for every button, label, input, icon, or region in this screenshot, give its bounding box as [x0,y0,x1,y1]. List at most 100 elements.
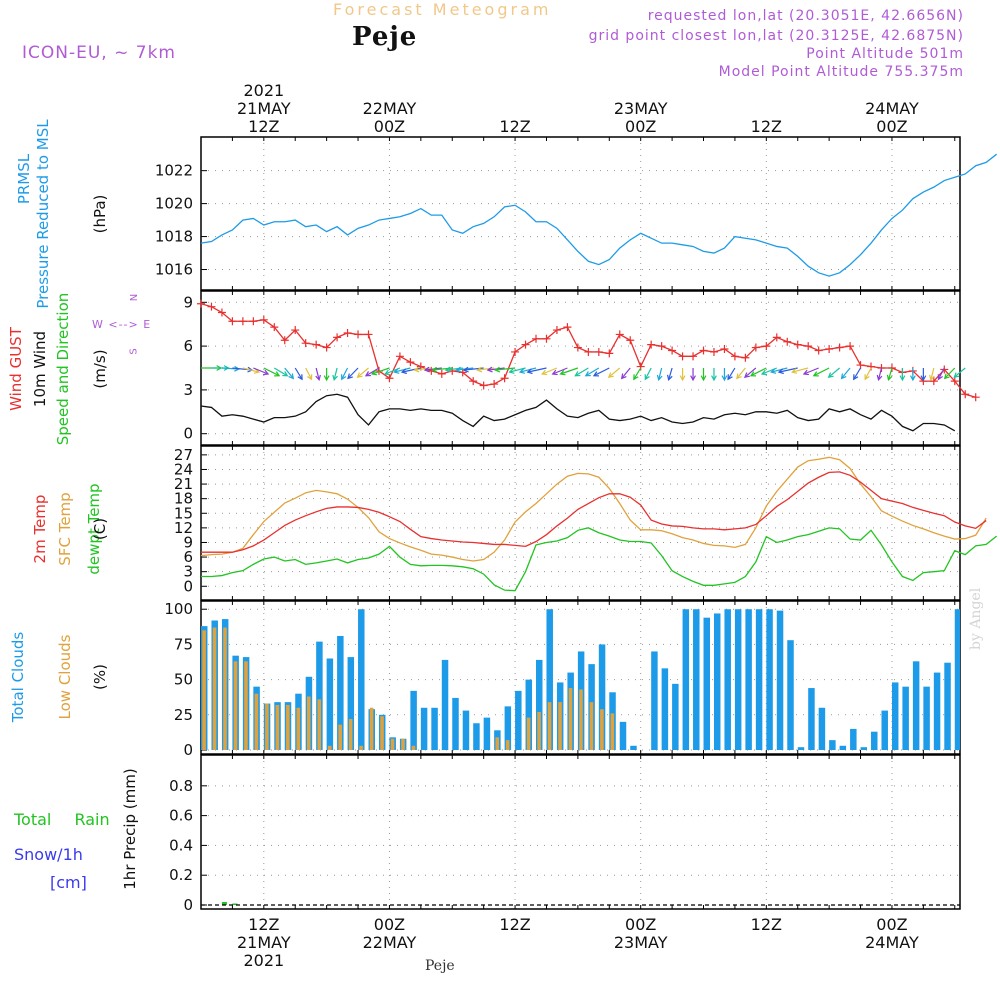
low-cloud-bar [286,704,290,750]
top-time-label: 00Z [625,117,656,136]
gust-marker [322,343,331,352]
total-cloud-bar [734,609,742,750]
gust-marker [249,317,258,326]
forecast-title: Forecast Meteogram [333,0,552,19]
wind-arrow-head [486,366,493,373]
wind-arrow-head [288,373,295,380]
wind-arrow [495,367,516,371]
wind-arrow [242,367,259,373]
wind-arrow-head [666,374,673,382]
wind-arrow [585,367,600,377]
total-cloud-bar [787,640,794,750]
total-cloud-bar [358,609,365,750]
low-cloud-bar [254,693,259,750]
wind-arrow [552,367,568,375]
wind-speed-line [200,393,956,432]
total-cloud-bar [933,672,941,750]
panel-frame [200,754,961,910]
wind-arrow [930,367,935,380]
wind-arrow [527,367,547,373]
gust-marker [762,342,771,351]
wind-arrow [937,367,945,380]
gust-marker [605,349,614,358]
wind-arrow [365,367,380,377]
wind-arrow-head [341,374,347,381]
total-cloud-bar [347,657,355,750]
model-altitude: Model Point Altitude 755.375m [718,64,964,80]
gust-marker [479,381,488,390]
wind-arrow-head [777,368,784,375]
wind-arrow-head [812,371,819,377]
wind-arrow [877,367,883,380]
wind-arrow-head [551,369,558,376]
wind-arrow-head [937,374,943,381]
top-time-label: 22MAY [363,99,417,118]
wind-arrow-head [840,373,847,380]
wind-arrow-head [620,373,627,380]
total-cloud-bar [536,659,543,750]
low-cloud-bar [296,707,301,750]
compass-we: W <--> E [92,318,152,331]
wind-arrow [294,367,303,380]
y-tick-label: 3 [183,381,193,399]
low-cloud-bar [244,661,248,750]
wind-arrow-head [574,371,581,377]
precip-label-rain: Total Rain [14,810,110,829]
gust-marker [521,340,530,349]
wind-arrow-head [370,369,378,376]
panel-precip: 0 0.2 0.4 0.6 0.8 [169,754,961,914]
gust-marker [877,364,886,372]
gust-marker [689,352,698,361]
gust-marker [490,380,499,389]
wind-arrow-head [315,374,321,382]
low-cloud-bar [212,627,217,750]
gust-marker [668,346,677,355]
wind-arrow [736,367,746,379]
wind-arrow [341,367,349,380]
y-tick-label: 9 [183,533,193,551]
low-cloud-bar [547,702,552,750]
bottom-time-label: 00Z [876,915,907,934]
y-tick-label: 1018 [155,228,193,246]
wind-arrow [477,367,495,371]
wind-arrow-head [526,368,533,375]
wind-arrow [593,367,610,377]
gust-marker [835,343,844,352]
total-cloud-bar [881,710,888,750]
wind-arrow-head [886,374,893,382]
gust-marker [929,377,938,386]
bottom-time-label: 2021 [243,951,284,970]
y-tick-label: 100 [164,600,193,618]
low-cloud-bar [411,745,416,750]
wind-arrow-head [853,374,859,381]
gust-marker [333,333,342,342]
gust-marker [395,352,404,361]
gust-marker [280,336,289,345]
total-cloud-bar [515,690,522,750]
y-tick-label: 0 [183,896,193,914]
gust-marker [207,302,216,311]
y-tick-label: 3 [183,563,193,581]
wind-arrow-head [760,369,768,376]
total-cloud-bar [525,679,533,750]
wind-arrow [828,367,840,378]
wind-arrow [644,367,652,380]
gust-marker [238,317,247,326]
gust-marker [354,330,363,339]
gust-marker [385,374,394,383]
low-cloud-bar [505,740,510,750]
y-tick-label: 0.6 [169,807,193,825]
y-tick-label: 27 [174,446,193,464]
wind-arrow-head [920,375,927,382]
low-cloud-bar [568,688,573,750]
wind-arrow-head [743,372,750,378]
footer-location: Peje [425,958,455,974]
wind-arrow-head [899,375,906,382]
low-cloud-bar [202,630,206,750]
gust-marker [406,358,415,367]
wind-arrow-head [679,375,686,382]
total-cloud-bar [316,641,323,750]
gust-marker [636,362,645,371]
bottom-time-label: 22MAY [363,933,417,952]
model-label: ICON-EU, ~ 7km [22,43,176,63]
